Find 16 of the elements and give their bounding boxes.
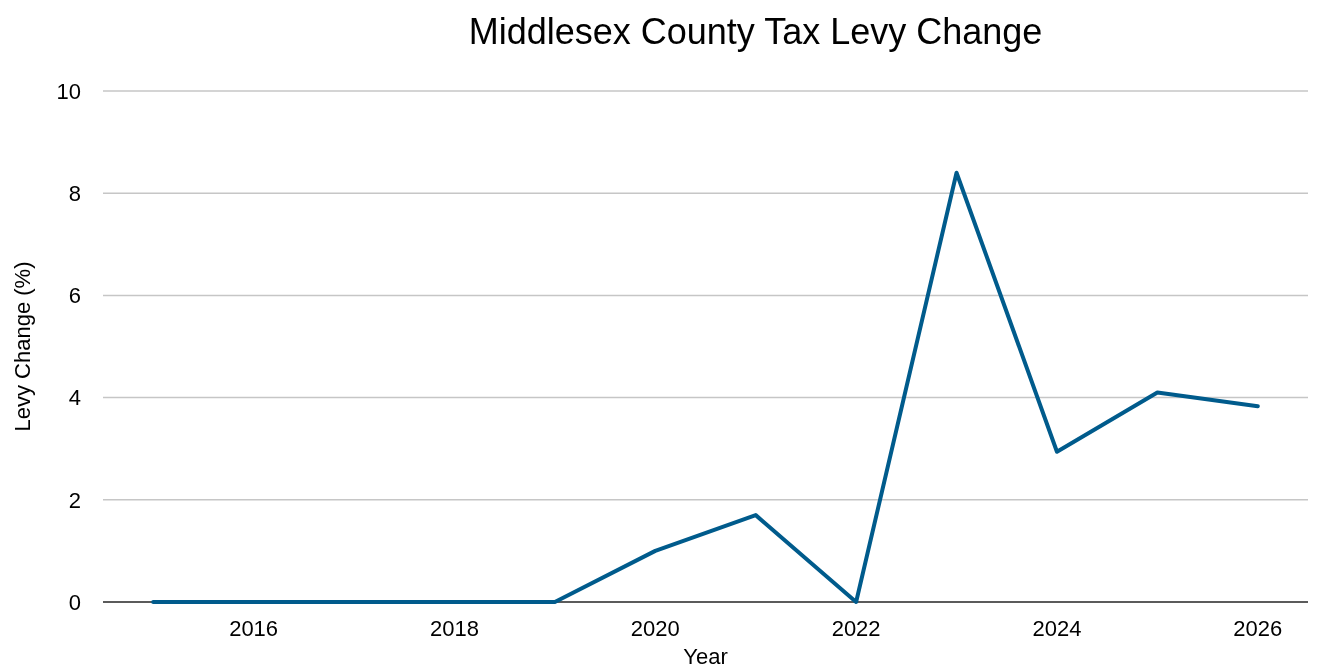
- x-tick-label: 2016: [229, 616, 279, 641]
- y-tick-label: 4: [68, 385, 81, 411]
- x-tick-label: 2024: [1032, 616, 1082, 641]
- x-tick-label: 2026: [1233, 616, 1283, 641]
- y-tick-label: 2: [68, 487, 81, 513]
- y-tick-label: 10: [56, 78, 81, 104]
- x-tick-label: 2020: [630, 616, 680, 641]
- y-tick-label: 8: [68, 180, 81, 206]
- y-tick-label: 6: [68, 283, 81, 309]
- y-tick-label: 0: [68, 589, 81, 615]
- chart-title: Middlesex County Tax Levy Change: [468, 11, 1043, 52]
- x-axis-title: Year: [683, 644, 728, 669]
- y-axis-title: Levy Change (%): [10, 261, 35, 432]
- x-tick-label: 2018: [429, 616, 479, 641]
- x-tick-label: 2022: [831, 616, 881, 641]
- line-series: [151, 170, 1260, 604]
